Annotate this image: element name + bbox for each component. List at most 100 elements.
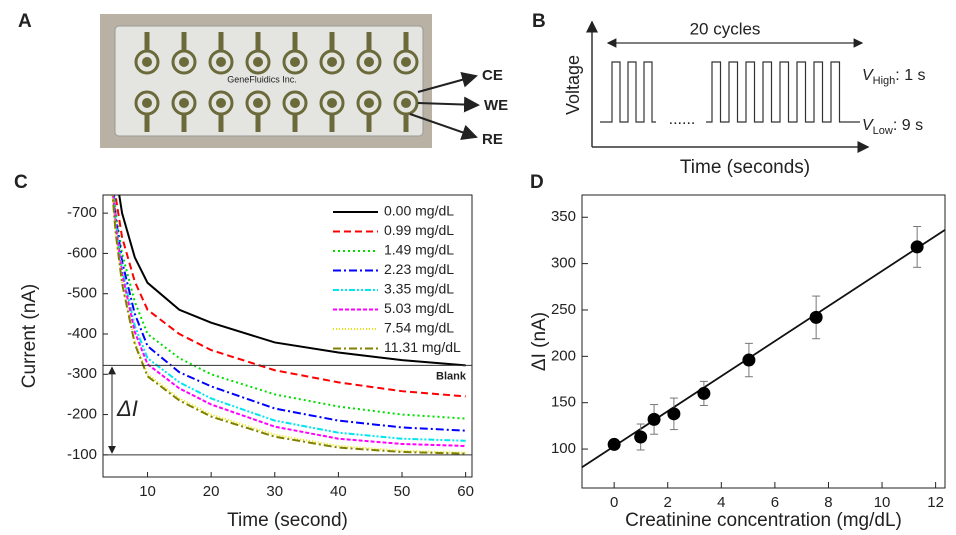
ellipsis: ...... [669, 111, 696, 128]
legend-label: 0.00 mg/dL [384, 203, 454, 219]
x-tick-label: 10 [139, 483, 156, 500]
electrode-label: RE [482, 131, 503, 148]
subscript: Low [873, 125, 893, 137]
electrode [401, 98, 411, 108]
text: : 1 s [895, 67, 925, 84]
low-label: VLow: 9 s [862, 117, 923, 137]
electrode-label: CE [482, 67, 503, 84]
x-tick-label: 0 [610, 494, 618, 511]
electrode [142, 98, 152, 108]
legend-label: 0.99 mg/dL [384, 222, 454, 238]
legend-label: 7.54 mg/dL [384, 320, 454, 336]
legend-label: 11.31 mg/dL [384, 339, 461, 355]
data-point [647, 412, 661, 426]
y-tick-label: 300 [551, 255, 576, 272]
series-line [111, 195, 466, 455]
arrow [417, 72, 478, 93]
data-point [667, 407, 681, 421]
x-tick-label: 2 [664, 494, 672, 511]
blank-label: Blank [436, 370, 467, 382]
text: : 9 s [893, 117, 923, 134]
x-tick-label: 60 [457, 483, 474, 500]
x-axis-label: Time (seconds) [680, 157, 810, 178]
panel-label: B [532, 11, 546, 32]
series-line [112, 195, 466, 442]
y-axis-label: ΔI (nA) [529, 312, 550, 371]
series-line [114, 195, 466, 398]
high-label: VHigh: 1 s [862, 67, 926, 87]
x-tick-label: 40 [330, 483, 347, 500]
y-tick-label: -400 [67, 325, 97, 342]
electrode [179, 98, 189, 108]
legend-label: 3.35 mg/dL [384, 281, 454, 297]
y-tick-label: -200 [67, 406, 97, 423]
y-tick-label: -100 [67, 446, 97, 463]
legend-label: 1.49 mg/dL [384, 242, 454, 258]
electrode [253, 98, 263, 108]
electrode-array [134, 32, 419, 132]
cycles-label: 20 cycles [690, 19, 761, 38]
y-tick-label: -700 [67, 204, 97, 221]
y-tick-label: 200 [551, 347, 576, 364]
y-tick-label: 150 [551, 394, 576, 411]
x-tick-label: 50 [394, 483, 411, 500]
y-tick-label: 100 [551, 440, 576, 457]
electrode [253, 57, 263, 67]
electrode [142, 57, 152, 67]
brand: GeneFluidics Inc. [227, 74, 297, 84]
data-point [697, 386, 711, 400]
electrode [179, 57, 189, 67]
arrow [417, 96, 480, 113]
electrode [216, 57, 226, 67]
data-point [607, 437, 621, 451]
electrode [216, 98, 226, 108]
panel-label: C [14, 172, 28, 193]
delta-label: ΔI [116, 396, 138, 421]
series-line [111, 195, 466, 454]
electrode [290, 98, 300, 108]
x-tick-label: 30 [266, 483, 283, 500]
x-tick-label: 12 [927, 494, 944, 511]
arrow [409, 113, 478, 140]
waveform [600, 61, 860, 123]
x-axis-label: Creatinine concentration (mg/dL) [625, 510, 902, 531]
y-tick-label: -500 [67, 285, 97, 302]
plot-frame [581, 194, 946, 489]
electrode [401, 57, 411, 67]
data-point [634, 430, 648, 444]
plot-area [111, 195, 466, 455]
series-line [113, 195, 466, 420]
electrode [327, 98, 337, 108]
subscript: High [873, 75, 896, 87]
series-line [112, 195, 466, 447]
x-tick-label: 8 [824, 494, 832, 511]
x-tick-label: 6 [771, 494, 779, 511]
y-tick-label: -600 [67, 244, 97, 261]
y-tick-label: 350 [551, 208, 576, 225]
x-tick-label: 20 [203, 483, 220, 500]
plot-frame [102, 194, 473, 478]
x-tick-label: 10 [874, 494, 891, 511]
electrode [364, 57, 374, 67]
symbol: V [862, 67, 874, 84]
data-point [910, 240, 924, 254]
data-point [809, 310, 823, 324]
symbol: V [862, 117, 874, 134]
fit-line [581, 229, 946, 469]
y-tick-label: -300 [67, 365, 97, 382]
panel-label: D [530, 172, 544, 193]
electrode-label: WE [484, 97, 508, 114]
electrode [327, 57, 337, 67]
series-line [118, 195, 466, 367]
panel-label: A [18, 11, 32, 32]
legend-label: 5.03 mg/dL [384, 300, 454, 316]
y-axis-label: Current (nA) [19, 284, 40, 389]
legend-label: 2.23 mg/dL [384, 261, 454, 277]
y-tick-label: 250 [551, 301, 576, 318]
electrode [290, 57, 300, 67]
y-axis-label: Voltage [563, 55, 583, 115]
x-axis-label: Time (second) [227, 510, 348, 531]
electrode [364, 98, 374, 108]
